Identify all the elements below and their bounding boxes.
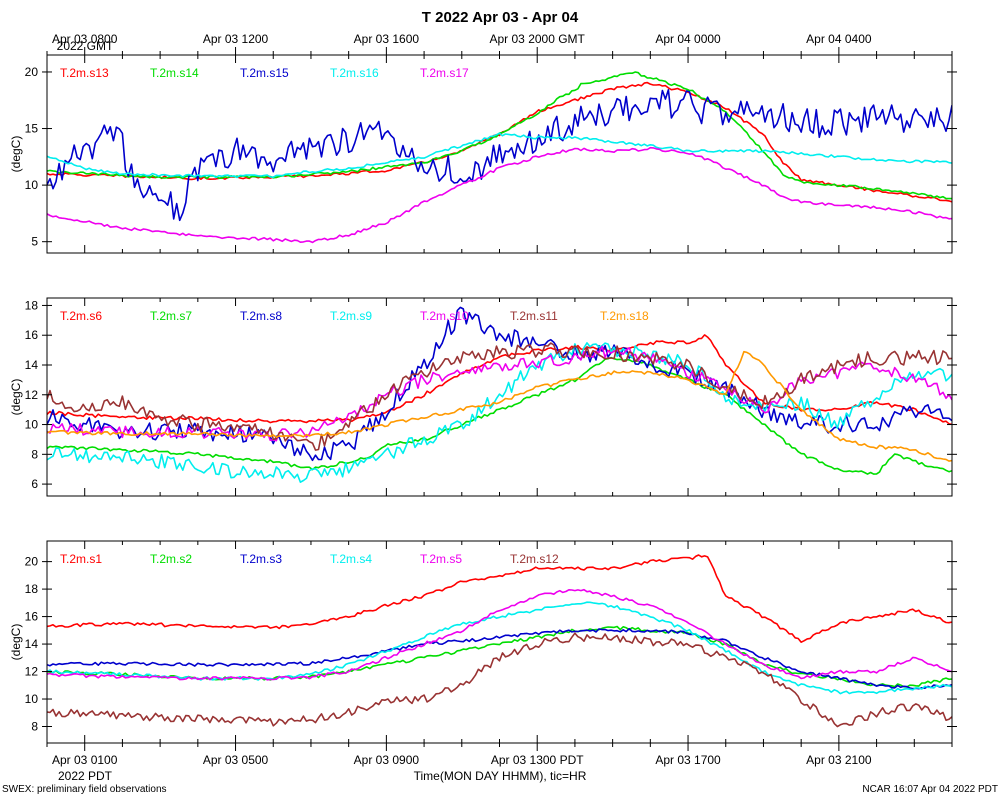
y-tick-label-0: 8 (31, 720, 38, 734)
top-tick-label-5: Apr 04 0400 (806, 32, 872, 46)
legend-entry-T.2m.s12: T.2m.s12 (510, 552, 559, 566)
panel-top: 5 10 15 20 (degC) T.2m.s13 T.2m.s14 T.2m.s15 T.2… (9, 47, 957, 254)
bottom-tick-label-5: Apr 03 2100 (806, 753, 872, 767)
y-tick-label-0: 6 (31, 477, 38, 491)
footer-left-note: SWEX: preliminary field observations (2, 784, 167, 795)
y-tick-label-3: 20 (25, 65, 39, 79)
legend-entry-T.2m.s1: T.2m.s1 (60, 552, 102, 566)
y-tick-label-4: 14 (25, 358, 39, 372)
y-tick-label-3: 14 (25, 637, 39, 651)
bottom-axis-tick-labels: Apr 03 0100 Apr 03 0500 Apr 03 0900 Apr 03 … (52, 753, 872, 767)
series-line-T.2m.s10 (47, 345, 952, 442)
legend-entry-T.2m.s8: T.2m.s8 (240, 309, 282, 323)
bottom-tick-label-1: Apr 03 0500 (203, 753, 269, 767)
bottom-axis-year-label: 2022 PDT (58, 769, 113, 783)
series-line-T.2m.s18 (47, 350, 952, 462)
y-axis-label: (degC) (9, 136, 23, 173)
y-axis-label: (degC) (9, 379, 23, 416)
series-line-T.2m.s16 (47, 132, 952, 179)
legend-entry-T.2m.s14: T.2m.s14 (150, 66, 199, 80)
legend-entry-T.2m.s18: T.2m.s18 (600, 309, 649, 323)
legend-entry-T.2m.s15: T.2m.s15 (240, 66, 289, 80)
y-tick-label-5: 18 (25, 582, 39, 596)
footer-right-note: NCAR 16:07 Apr 04 2022 PDT (862, 784, 998, 795)
legend-entry-T.2m.s11: T.2m.s11 (510, 309, 558, 323)
panel-series-group (47, 554, 952, 728)
y-tick-label-2: 10 (25, 418, 39, 432)
legend-entry-T.2m.s16: T.2m.s16 (330, 66, 379, 80)
series-line-T.2m.s8 (47, 306, 952, 462)
legend-entry-T.2m.s5: T.2m.s5 (420, 552, 462, 566)
y-tick-label-3: 12 (25, 388, 39, 402)
y-tick-label-1: 10 (25, 692, 39, 706)
top-tick-label-3: Apr 03 2000 GMT (490, 32, 586, 46)
panel-middle: 6 8 10 12 14 16 18 (degC) T.2m.s6 T.2m.s7 T.2m.s8 T… (9, 297, 957, 497)
y-tick-label-2: 12 (25, 665, 39, 679)
legend-entry-T.2m.s3: T.2m.s3 (240, 552, 282, 566)
legend-entry-T.2m.s13: T.2m.s13 (60, 66, 109, 80)
series-line-T.2m.s9 (47, 342, 952, 483)
y-tick-label-4: 16 (25, 610, 39, 624)
y-tick-label-5: 16 (25, 328, 39, 342)
bottom-tick-label-2: Apr 03 0900 (354, 753, 420, 767)
y-tick-label-1: 10 (25, 178, 39, 192)
panel-series-group (47, 71, 952, 244)
series-line-T.2m.s3 (47, 627, 952, 690)
series-line-T.2m.s11 (47, 342, 952, 451)
bottom-tick-label-3: Apr 03 1300 PDT (491, 753, 584, 767)
y-tick-label-0: 5 (31, 235, 38, 249)
legend-entry-T.2m.s2: T.2m.s2 (150, 552, 192, 566)
bottom-tick-label-4: Apr 03 1700 (655, 753, 721, 767)
top-tick-label-2: Apr 03 1600 (354, 32, 420, 46)
legend-entry-T.2m.s9: T.2m.s9 (330, 309, 372, 323)
legend-entry-T.2m.s4: T.2m.s4 (330, 552, 372, 566)
series-line-T.2m.s4 (47, 601, 952, 695)
panel-bottom: 8 10 12 14 16 18 20 (degC) T.2m.s1 T.2m.s2 T.2m.s3… (9, 540, 957, 751)
chart-title: T 2022 Apr 03 - Apr 04 (422, 9, 579, 26)
legend-entry-T.2m.s7: T.2m.s7 (150, 309, 192, 323)
top-tick-label-4: Apr 04 0000 (655, 32, 721, 46)
series-line-T.2m.s15 (47, 89, 952, 222)
y-axis-label: (degC) (9, 624, 23, 661)
top-axis-tick-labels: Apr 03 0800 Apr 03 1200 Apr 03 1600 Apr 03 … (52, 32, 872, 46)
legend-entry-T.2m.s6: T.2m.s6 (60, 309, 102, 323)
top-axis-year-label: 2022 GMT (57, 39, 114, 53)
y-tick-label-6: 18 (25, 298, 39, 312)
series-line-T.2m.s1 (47, 554, 952, 643)
y-tick-label-1: 8 (31, 447, 38, 461)
legend-entry-T.2m.s17: T.2m.s17 (420, 66, 469, 80)
y-tick-label-6: 20 (25, 555, 39, 569)
top-tick-label-1: Apr 03 1200 (203, 32, 269, 46)
y-tick-label-2: 15 (25, 122, 39, 136)
series-line-T.2m.s5 (47, 588, 952, 681)
top-tick-label-0: Apr 03 0800 (52, 32, 118, 46)
series-line-T.2m.s12 (47, 632, 952, 728)
series-line-T.2m.s6 (47, 334, 952, 426)
series-line-T.2m.s7 (47, 356, 952, 475)
panel-series-group (47, 306, 952, 483)
x-axis-label: Time(MON DAY HHMM), tic=HR (414, 769, 587, 783)
series-line-T.2m.s17 (47, 146, 952, 244)
legend-entry-T.2m.s10: T.2m.s10 (420, 309, 469, 323)
bottom-tick-label-0: Apr 03 0100 (52, 753, 118, 767)
